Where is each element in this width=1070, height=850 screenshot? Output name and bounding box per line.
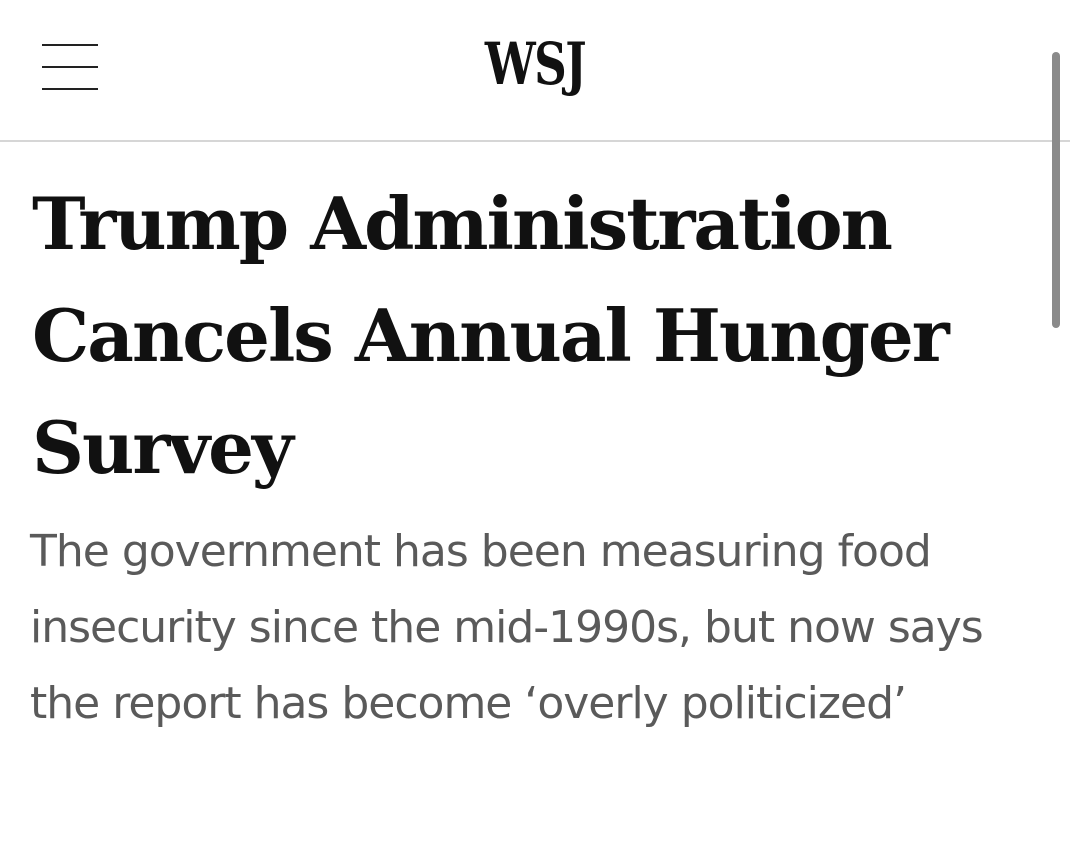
menu-button[interactable] [36,40,104,96]
site-logo[interactable]: WSJ [484,30,587,98]
article-dek: The government has been measuring food i… [30,526,984,729]
scrollbar[interactable] [1052,52,1060,328]
hamburger-menu-icon [42,44,98,46]
site-header: WSJ [0,0,1070,142]
hamburger-menu-icon-bar [42,66,98,68]
hamburger-menu-icon-bar [42,88,98,90]
article-headline: Trump Administration Cancels Annual Hung… [32,181,950,490]
